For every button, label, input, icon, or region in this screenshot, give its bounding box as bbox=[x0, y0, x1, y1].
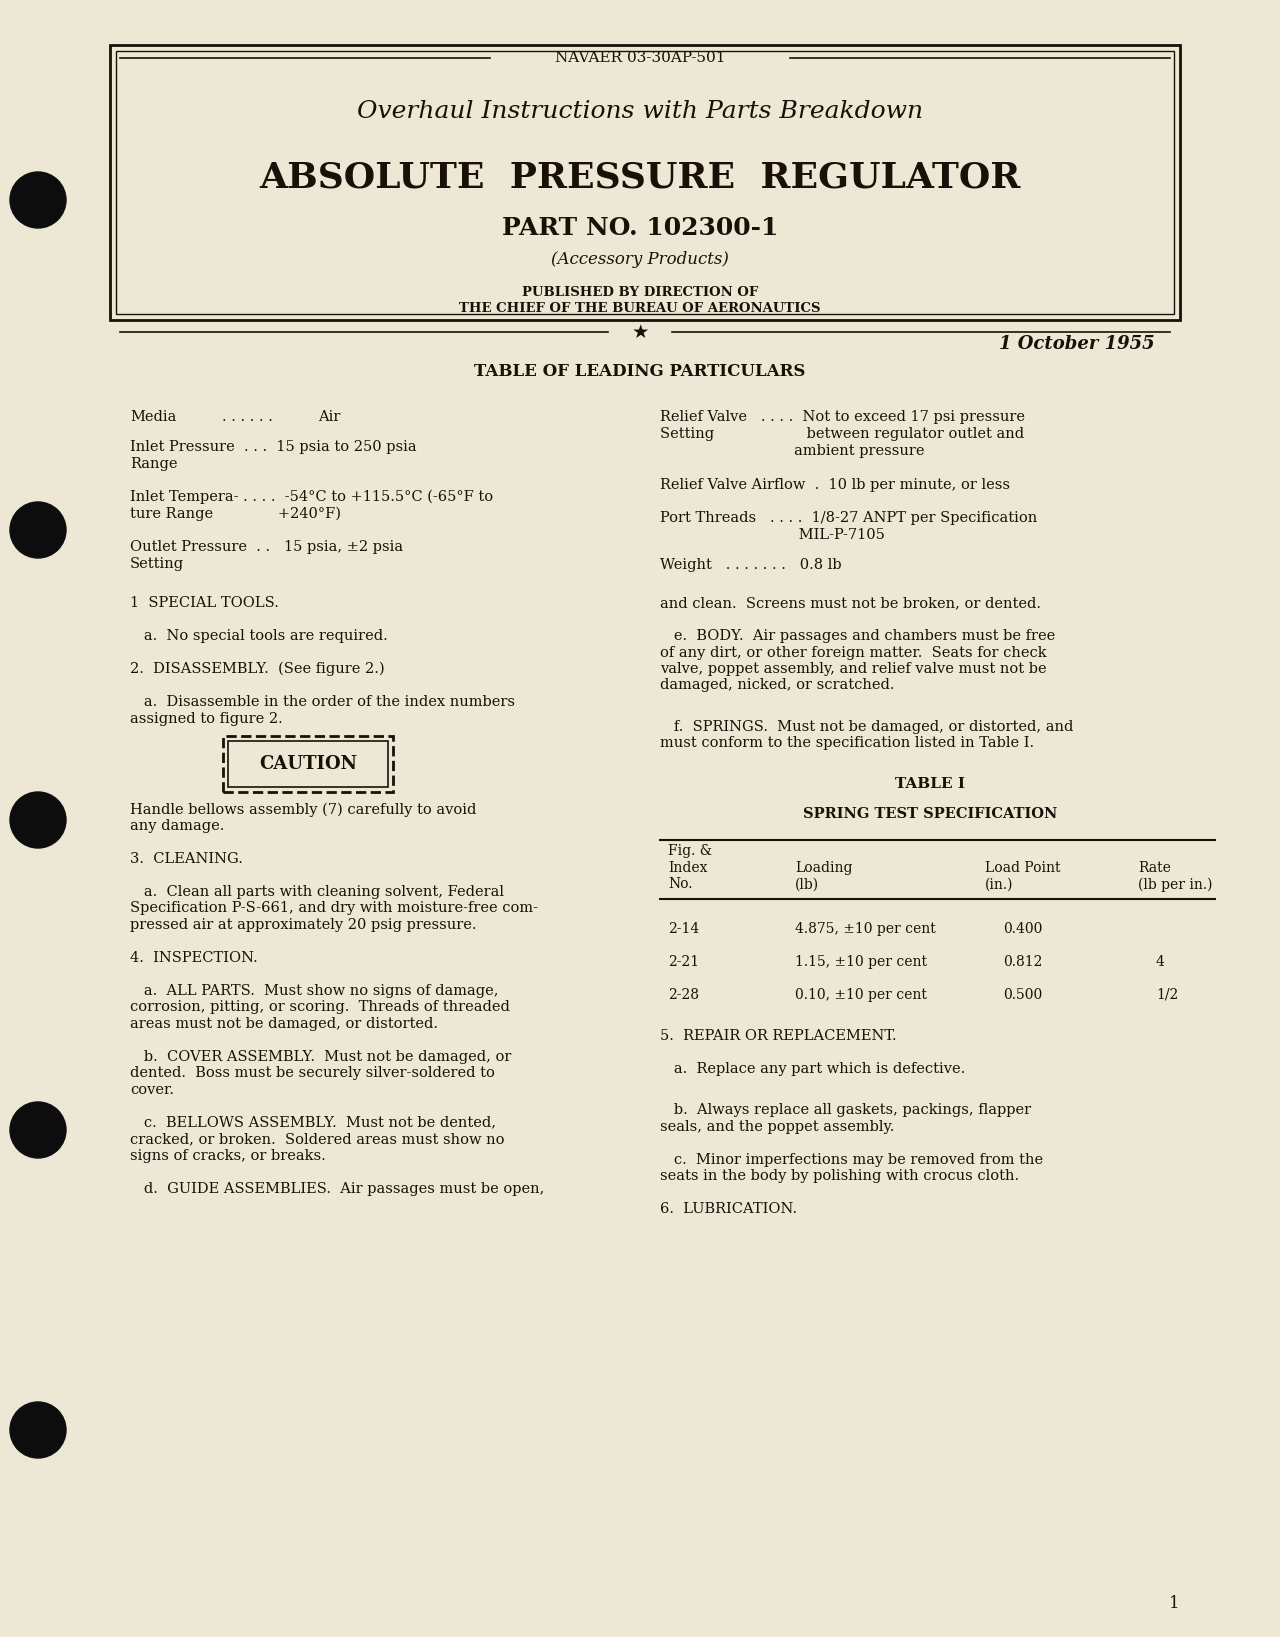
Text: a.  No special tools are required.: a. No special tools are required. bbox=[131, 629, 388, 643]
Text: CAUTION: CAUTION bbox=[259, 755, 357, 773]
Text: b.  COVER ASSEMBLY.  Must not be damaged, or: b. COVER ASSEMBLY. Must not be damaged, … bbox=[131, 1049, 512, 1064]
Text: 3.  CLEANING.: 3. CLEANING. bbox=[131, 851, 243, 866]
Text: 2-28: 2-28 bbox=[668, 987, 699, 1002]
Text: 5.  REPAIR OR REPLACEMENT.: 5. REPAIR OR REPLACEMENT. bbox=[660, 1030, 896, 1043]
Text: 1.15, ±10 per cent: 1.15, ±10 per cent bbox=[795, 954, 927, 969]
Text: Index: Index bbox=[668, 861, 708, 874]
Text: areas must not be damaged, or distorted.: areas must not be damaged, or distorted. bbox=[131, 1017, 438, 1031]
Text: 1/2: 1/2 bbox=[1156, 987, 1179, 1002]
Text: (Accessory Products): (Accessory Products) bbox=[552, 252, 728, 268]
Text: f.  SPRINGS.  Must not be damaged, or distorted, and: f. SPRINGS. Must not be damaged, or dist… bbox=[660, 720, 1074, 733]
Text: damaged, nicked, or scratched.: damaged, nicked, or scratched. bbox=[660, 678, 895, 692]
Text: dented.  Boss must be securely silver-soldered to: dented. Boss must be securely silver-sol… bbox=[131, 1066, 495, 1080]
Text: 0.812: 0.812 bbox=[1004, 954, 1042, 969]
Text: Inlet Pressure  . . .  15 psia to 250 psia: Inlet Pressure . . . 15 psia to 250 psia bbox=[131, 440, 416, 453]
Text: ABSOLUTE  PRESSURE  REGULATOR: ABSOLUTE PRESSURE REGULATOR bbox=[260, 160, 1020, 195]
Text: of any dirt, or other foreign matter.  Seats for check: of any dirt, or other foreign matter. Se… bbox=[660, 645, 1047, 660]
Text: Media: Media bbox=[131, 409, 177, 424]
Text: pressed air at approximately 20 psig pressure.: pressed air at approximately 20 psig pre… bbox=[131, 918, 476, 931]
Circle shape bbox=[10, 1102, 67, 1157]
Text: 4: 4 bbox=[1156, 954, 1165, 969]
Text: ambient pressure: ambient pressure bbox=[660, 444, 924, 458]
Text: cracked, or broken.  Soldered areas must show no: cracked, or broken. Soldered areas must … bbox=[131, 1133, 504, 1146]
Text: c.  BELLOWS ASSEMBLY.  Must not be dented,: c. BELLOWS ASSEMBLY. Must not be dented, bbox=[131, 1116, 497, 1130]
Circle shape bbox=[10, 172, 67, 228]
Text: PUBLISHED BY DIRECTION OF: PUBLISHED BY DIRECTION OF bbox=[522, 285, 758, 298]
Text: SPRING TEST SPECIFICATION: SPRING TEST SPECIFICATION bbox=[803, 807, 1057, 822]
Text: b.  Always replace all gaskets, packings, flapper: b. Always replace all gaskets, packings,… bbox=[660, 1103, 1032, 1116]
Text: Setting: Setting bbox=[131, 557, 184, 571]
Text: Rate: Rate bbox=[1138, 861, 1171, 874]
Text: a.  Clean all parts with cleaning solvent, Federal: a. Clean all parts with cleaning solvent… bbox=[131, 884, 504, 899]
Text: signs of cracks, or breaks.: signs of cracks, or breaks. bbox=[131, 1149, 325, 1162]
Text: Loading: Loading bbox=[795, 861, 852, 874]
Text: Load Point: Load Point bbox=[986, 861, 1061, 874]
Bar bbox=[228, 742, 388, 787]
Text: Weight   . . . . . . .   0.8 lb: Weight . . . . . . . 0.8 lb bbox=[660, 558, 842, 571]
Text: Port Threads   . . . .  1/8-27 ANPT per Specification: Port Threads . . . . 1/8-27 ANPT per Spe… bbox=[660, 511, 1037, 525]
Text: 4.  INSPECTION.: 4. INSPECTION. bbox=[131, 951, 257, 964]
Text: Specification P-S-661, and dry with moisture-free com-: Specification P-S-661, and dry with mois… bbox=[131, 902, 538, 915]
Text: ture Range              +240°F): ture Range +240°F) bbox=[131, 507, 340, 522]
Text: (lb): (lb) bbox=[795, 877, 819, 891]
Text: Relief Valve   . . . .  Not to exceed 17 psi pressure: Relief Valve . . . . Not to exceed 17 ps… bbox=[660, 409, 1025, 424]
Text: seals, and the poppet assembly.: seals, and the poppet assembly. bbox=[660, 1120, 895, 1134]
Text: ★: ★ bbox=[631, 322, 649, 342]
Text: Overhaul Instructions with Parts Breakdown: Overhaul Instructions with Parts Breakdo… bbox=[357, 100, 923, 123]
Circle shape bbox=[10, 503, 67, 558]
Text: Handle bellows assembly (7) carefully to avoid: Handle bellows assembly (7) carefully to… bbox=[131, 802, 476, 817]
Text: must conform to the specification listed in Table I.: must conform to the specification listed… bbox=[660, 737, 1034, 750]
Text: valve, poppet assembly, and relief valve must not be: valve, poppet assembly, and relief valve… bbox=[660, 661, 1047, 676]
Text: NAVAER 03-30AP-501: NAVAER 03-30AP-501 bbox=[554, 51, 726, 65]
Text: cover.: cover. bbox=[131, 1082, 174, 1097]
Bar bbox=[223, 737, 393, 792]
Text: Fig. &: Fig. & bbox=[668, 845, 712, 858]
Text: 1  SPECIAL TOOLS.: 1 SPECIAL TOOLS. bbox=[131, 596, 279, 611]
Text: 2-21: 2-21 bbox=[668, 954, 699, 969]
Text: 0.500: 0.500 bbox=[1004, 987, 1042, 1002]
Text: e.  BODY.  Air passages and chambers must be free: e. BODY. Air passages and chambers must … bbox=[660, 629, 1055, 643]
Text: a.  Replace any part which is defective.: a. Replace any part which is defective. bbox=[660, 1062, 965, 1076]
Text: Range: Range bbox=[131, 457, 178, 471]
Text: MIL-P-7105: MIL-P-7105 bbox=[660, 529, 884, 542]
Text: TABLE OF LEADING PARTICULARS: TABLE OF LEADING PARTICULARS bbox=[475, 363, 805, 380]
Text: . . . . . .: . . . . . . bbox=[221, 409, 273, 424]
Text: Air: Air bbox=[317, 409, 340, 424]
Text: PART NO. 102300-1: PART NO. 102300-1 bbox=[502, 216, 778, 241]
Bar bbox=[110, 44, 1180, 319]
Text: TABLE I: TABLE I bbox=[895, 778, 965, 792]
Text: 1 October 1955: 1 October 1955 bbox=[1000, 336, 1155, 354]
Text: and clean.  Screens must not be broken, or dented.: and clean. Screens must not be broken, o… bbox=[660, 596, 1041, 611]
Circle shape bbox=[10, 792, 67, 848]
Text: 0.10, ±10 per cent: 0.10, ±10 per cent bbox=[795, 987, 927, 1002]
Text: seats in the body by polishing with crocus cloth.: seats in the body by polishing with croc… bbox=[660, 1169, 1019, 1184]
Text: c.  Minor imperfections may be removed from the: c. Minor imperfections may be removed fr… bbox=[660, 1152, 1043, 1167]
Circle shape bbox=[10, 1401, 67, 1459]
Text: 4.875, ±10 per cent: 4.875, ±10 per cent bbox=[795, 922, 936, 936]
Text: 2.  DISASSEMBLY.  (See figure 2.): 2. DISASSEMBLY. (See figure 2.) bbox=[131, 661, 384, 676]
Text: d.  GUIDE ASSEMBLIES.  Air passages must be open,: d. GUIDE ASSEMBLIES. Air passages must b… bbox=[131, 1182, 544, 1195]
Text: a.  Disassemble in the order of the index numbers: a. Disassemble in the order of the index… bbox=[131, 696, 515, 709]
Text: 6.  LUBRICATION.: 6. LUBRICATION. bbox=[660, 1202, 797, 1216]
Text: Setting                    between regulator outlet and: Setting between regulator outlet and bbox=[660, 427, 1024, 440]
Text: No.: No. bbox=[668, 877, 692, 891]
Text: a.  ALL PARTS.  Must show no signs of damage,: a. ALL PARTS. Must show no signs of dama… bbox=[131, 984, 498, 997]
Text: Relief Valve Airflow  .  10 lb per minute, or less: Relief Valve Airflow . 10 lb per minute,… bbox=[660, 478, 1010, 493]
Text: assigned to figure 2.: assigned to figure 2. bbox=[131, 712, 283, 725]
Text: 1: 1 bbox=[1170, 1594, 1180, 1612]
Bar bbox=[116, 51, 1174, 314]
Text: THE CHIEF OF THE BUREAU OF AERONAUTICS: THE CHIEF OF THE BUREAU OF AERONAUTICS bbox=[460, 301, 820, 314]
Text: 0.400: 0.400 bbox=[1004, 922, 1042, 936]
Text: 2-14: 2-14 bbox=[668, 922, 699, 936]
Text: Inlet Tempera- . . . .  -54°C to +115.5°C (-65°F to: Inlet Tempera- . . . . -54°C to +115.5°C… bbox=[131, 489, 493, 504]
Text: any damage.: any damage. bbox=[131, 818, 224, 833]
Text: corrosion, pitting, or scoring.  Threads of threaded: corrosion, pitting, or scoring. Threads … bbox=[131, 1000, 509, 1015]
Text: Outlet Pressure  . .   15 psia, ±2 psia: Outlet Pressure . . 15 psia, ±2 psia bbox=[131, 540, 403, 553]
Text: (in.): (in.) bbox=[986, 877, 1014, 891]
Text: (lb per in.): (lb per in.) bbox=[1138, 877, 1212, 892]
